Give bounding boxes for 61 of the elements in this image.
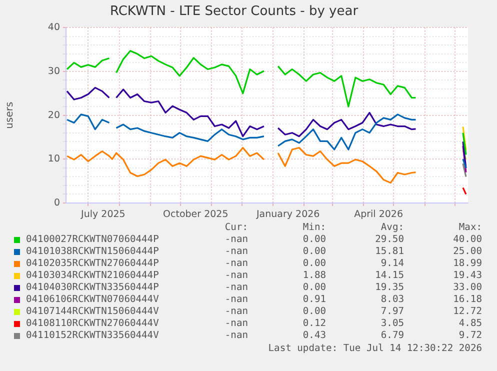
text: -nan bbox=[224, 270, 248, 282]
text: 14.15 bbox=[375, 270, 404, 282]
text: 8.03 bbox=[380, 294, 404, 306]
y-axis-title: users bbox=[4, 102, 16, 129]
x-tick-label: October 2025 bbox=[163, 209, 228, 220]
text: 0.43 bbox=[302, 330, 326, 342]
text: 0.00 bbox=[302, 306, 326, 318]
legend-label: 04107144RCKWTN15060444V bbox=[26, 306, 159, 318]
y-tick-label: 40 bbox=[48, 22, 60, 34]
legend-label: 04110152RCKWTN33560444V bbox=[26, 330, 159, 342]
text: 1.88 bbox=[302, 270, 326, 282]
text: 18.99 bbox=[453, 258, 482, 270]
text: 33.00 bbox=[453, 282, 482, 294]
text: -nan bbox=[224, 258, 248, 270]
legend-label: 04106106RCKWTN07060444V bbox=[26, 294, 159, 306]
text: 0.00 bbox=[302, 282, 326, 294]
text: 6.79 bbox=[380, 330, 404, 342]
legend-label: 04102035RCKWTN27060444P bbox=[26, 258, 159, 270]
text: 9.72 bbox=[458, 330, 482, 342]
text: 4.85 bbox=[458, 318, 482, 330]
text: 0.00 bbox=[302, 246, 326, 258]
x-tick-label: April 2026 bbox=[354, 209, 404, 220]
text: 9.14 bbox=[380, 258, 404, 270]
text: -nan bbox=[224, 234, 248, 246]
text: 40.00 bbox=[453, 234, 482, 246]
legend-label: 04104030RCKWTN33560444P bbox=[26, 282, 159, 294]
text: 16.18 bbox=[453, 294, 482, 306]
chart-title: RCKWTN - LTE Sector Counts - by year bbox=[110, 4, 359, 20]
text: 0.91 bbox=[302, 294, 326, 306]
text: 7.97 bbox=[380, 306, 404, 318]
text: -nan bbox=[224, 330, 248, 342]
text: 19.43 bbox=[453, 270, 482, 282]
text: 3.05 bbox=[380, 318, 404, 330]
y-tick-label: 30 bbox=[48, 66, 60, 77]
y-tick-label: 20 bbox=[48, 110, 60, 121]
y-tick-label: 0 bbox=[54, 197, 60, 208]
legend-label: 04108110RCKWTN27060444V bbox=[26, 318, 159, 330]
text: Max: bbox=[458, 222, 482, 234]
y-tick-label: 10 bbox=[48, 154, 60, 165]
text: 0.00 bbox=[302, 258, 326, 270]
text: -nan bbox=[224, 282, 248, 294]
text: -nan bbox=[224, 318, 248, 330]
text: 0.12 bbox=[302, 318, 326, 330]
text: 15.81 bbox=[375, 246, 404, 258]
legend-label: 04100027RCKWTN07060444P bbox=[26, 234, 159, 246]
text: 12.72 bbox=[453, 306, 482, 318]
text: Cur: bbox=[224, 222, 248, 234]
x-tick-label: July 2025 bbox=[80, 209, 126, 220]
text: 19.35 bbox=[375, 282, 404, 294]
text: 29.50 bbox=[375, 234, 404, 246]
legend-label: 04101038RCKWTN15060444P bbox=[26, 246, 159, 258]
text: -nan bbox=[224, 294, 248, 306]
text: 25.00 bbox=[453, 246, 482, 258]
text: -nan bbox=[224, 306, 248, 318]
text: 0.00 bbox=[302, 234, 326, 246]
x-tick-label: January 2026 bbox=[255, 209, 320, 220]
text: -nan bbox=[224, 246, 248, 258]
text: Avg: bbox=[380, 222, 404, 234]
text: Last update: Tue Jul 14 12:30:22 2026 bbox=[268, 343, 482, 354]
legend-label: 04103034RCKWTN21060444P bbox=[26, 270, 159, 282]
text: Min: bbox=[302, 222, 326, 234]
